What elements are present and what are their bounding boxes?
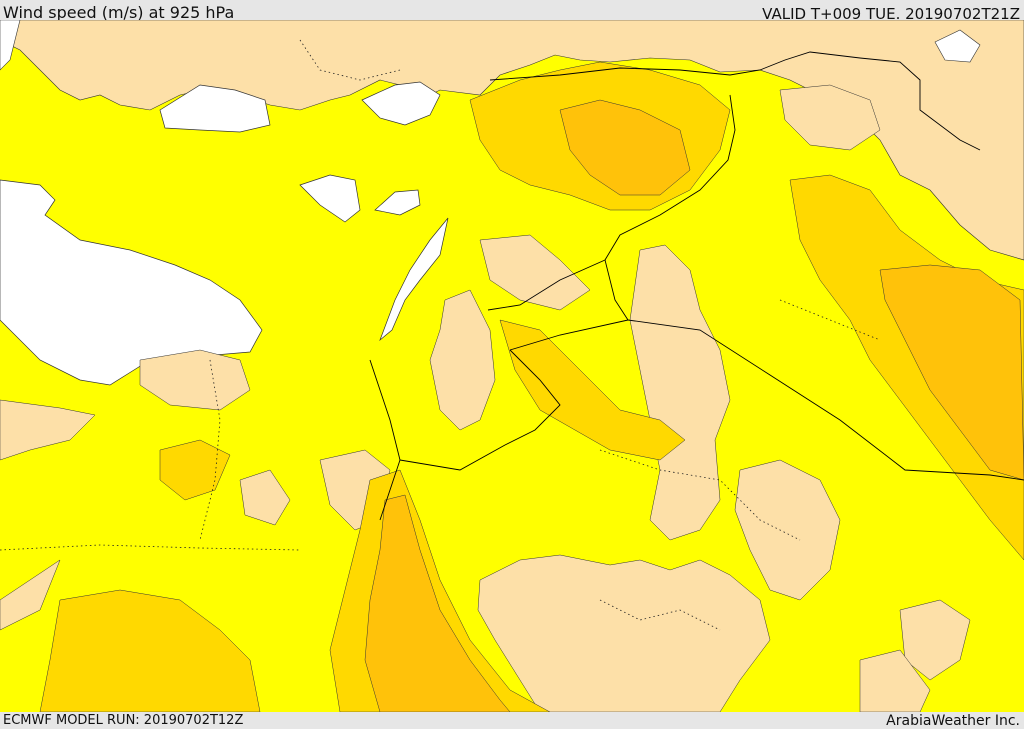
map-title: Wind speed (m/s) at 925 hPa (3, 3, 235, 22)
cyprus-calm (299, 174, 361, 223)
jordan-saudi-border (399, 349, 561, 471)
iraq-weak-north (779, 84, 881, 151)
admin-line-egypt (199, 359, 221, 541)
saudi-weak-east (734, 459, 841, 601)
levant-coast-calm (379, 217, 449, 342)
red-sea-band-medium (364, 494, 511, 712)
syria-iraq-border (604, 94, 736, 321)
egypt-israel-border (369, 359, 401, 521)
header-bar: Wind speed (m/s) at 925 hPa VALID T+009 … (0, 0, 1024, 23)
valid-time: VALID T+009 TUE. 20190702T21Z (762, 5, 1020, 23)
syria-weak-south (479, 234, 591, 311)
footer-bar: ECMWF MODEL RUN: 20190702T12Z ArabiaWeat… (0, 712, 1024, 729)
egypt-weak-south (0, 559, 61, 631)
jordan-weak-area (429, 289, 496, 431)
jordan-iraq-border (509, 319, 629, 351)
aegean-calm (159, 84, 271, 133)
saudi-iraq-border (627, 319, 1024, 481)
egypt-band-south (39, 589, 261, 712)
admin-dotted-lines (0, 39, 881, 631)
mediterranean-calm-west (0, 179, 263, 386)
sinai-weak-patch (239, 469, 291, 526)
sea-calm-north (361, 81, 441, 126)
caspian-calm (934, 29, 981, 63)
egypt-weak-north (139, 349, 251, 411)
iraq-band-light (789, 174, 1024, 561)
credit-label: ArabiaWeather Inc. (886, 713, 1020, 729)
admin-line-turkey (299, 39, 401, 81)
egypt-weak-west (0, 399, 96, 461)
wind-map-svg (0, 20, 1024, 712)
country-borders (369, 51, 1024, 521)
wind-map (0, 20, 1024, 712)
syria-band-medium (559, 99, 691, 196)
saudi-weak-central (629, 244, 731, 541)
syria-jordan-border (487, 259, 606, 311)
gulf-weak-south (859, 649, 931, 712)
egypt-band-patch (159, 439, 231, 501)
saudi-weak-south (477, 554, 771, 712)
iraq-band-medium (879, 264, 1024, 481)
model-run-label: ECMWF MODEL RUN: 20190702T12Z (3, 713, 244, 728)
black-sea-calm (0, 20, 21, 71)
admin-line-egypt-south (0, 544, 301, 551)
turkey-weak-area (0, 20, 1024, 261)
saudi-band-north (499, 319, 686, 461)
admin-line-saudi-south (599, 599, 721, 631)
cyprus-calm-east (374, 189, 421, 216)
turkey-southern-border (489, 51, 981, 151)
